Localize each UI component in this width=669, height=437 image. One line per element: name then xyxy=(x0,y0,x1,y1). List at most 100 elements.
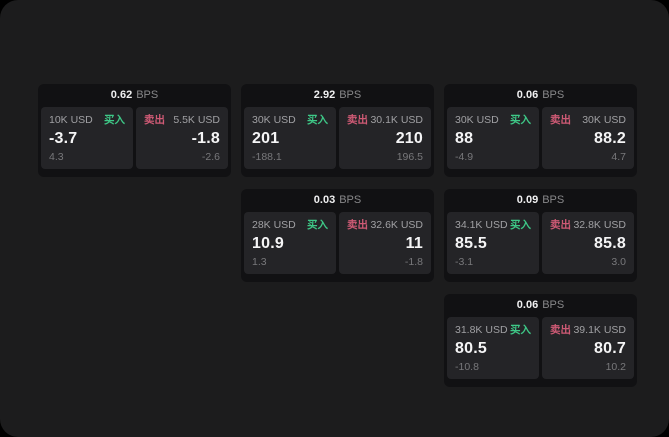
spread-bps-value: 0.03 xyxy=(313,194,336,206)
buy-delta: -10.8 xyxy=(455,360,479,373)
quote-card[interactable]: 0.09 BPS 34.1K USD 买入 85.5 -3.1 卖出 32.8K… xyxy=(444,189,637,282)
sell-panel-top-row: 卖出 5.5K USD xyxy=(144,115,220,126)
buy-side-label: 买入 xyxy=(510,219,531,231)
quote-card[interactable]: 0.03 BPS 28K USD 买入 10.9 1.3 卖出 32.6K US… xyxy=(241,189,434,282)
sell-delta: 10.2 xyxy=(605,360,626,373)
buy-notional: 30K USD xyxy=(455,114,499,126)
sell-panel[interactable]: 卖出 30.1K USD 210 196.5 xyxy=(339,107,431,169)
sell-delta: 196.5 xyxy=(396,150,423,163)
buy-notional: 28K USD xyxy=(252,219,296,231)
buy-panel[interactable]: 34.1K USD 买入 85.5 -3.1 xyxy=(447,212,539,274)
buy-panel-top-row: 28K USD 买入 xyxy=(252,220,328,231)
buy-price: 201 xyxy=(252,129,280,147)
sell-side-label: 卖出 xyxy=(550,324,571,336)
sell-delta: 3.0 xyxy=(611,255,626,268)
sell-side-label: 卖出 xyxy=(550,114,571,126)
sell-panel-top-row: 卖出 30K USD xyxy=(550,115,626,126)
quote-panels: 28K USD 买入 10.9 1.3 卖出 32.6K USD 11 -1.8 xyxy=(241,212,434,282)
sell-side-label: 卖出 xyxy=(347,114,368,126)
buy-panel[interactable]: 31.8K USD 买入 80.5 -10.8 xyxy=(447,317,539,379)
buy-delta: -3.1 xyxy=(455,255,474,268)
bps-unit-label: BPS xyxy=(339,89,362,101)
card-header: 0.09 BPS xyxy=(444,189,637,212)
buy-panel-top-row: 30K USD 买入 xyxy=(252,115,328,126)
sell-side-label: 卖出 xyxy=(550,219,571,231)
buy-panel-top-row: 31.8K USD 买入 xyxy=(455,325,531,336)
buy-notional: 10K USD xyxy=(49,114,93,126)
sell-notional: 5.5K USD xyxy=(173,114,220,126)
buy-delta: -4.9 xyxy=(455,150,474,163)
sell-delta: -1.8 xyxy=(404,255,423,268)
sell-notional: 30K USD xyxy=(582,114,626,126)
buy-price: 85.5 xyxy=(455,234,487,252)
sell-price: 85.8 xyxy=(594,234,626,252)
buy-delta: -188.1 xyxy=(252,150,282,163)
spread-bps-value: 2.92 xyxy=(313,89,336,101)
buy-panel[interactable]: 30K USD 买入 88 -4.9 xyxy=(447,107,539,169)
buy-price: -3.7 xyxy=(49,129,78,147)
buy-side-label: 买入 xyxy=(307,219,328,231)
sell-price: 88.2 xyxy=(594,129,626,147)
bps-unit-label: BPS xyxy=(339,194,362,206)
buy-delta: 1.3 xyxy=(252,255,267,268)
quote-panels: 31.8K USD 买入 80.5 -10.8 卖出 39.1K USD 80.… xyxy=(444,317,637,387)
sell-price: 80.7 xyxy=(594,339,626,357)
quote-card[interactable]: 2.92 BPS 30K USD 买入 201 -188.1 卖出 30.1K … xyxy=(241,84,434,177)
buy-panel[interactable]: 28K USD 买入 10.9 1.3 xyxy=(244,212,336,274)
sell-side-label: 卖出 xyxy=(347,219,368,231)
sell-delta: 4.7 xyxy=(611,150,626,163)
sell-price: 11 xyxy=(405,234,423,252)
buy-panel[interactable]: 10K USD 买入 -3.7 4.3 xyxy=(41,107,133,169)
buy-panel-top-row: 30K USD 买入 xyxy=(455,115,531,126)
card-header: 0.62 BPS xyxy=(38,84,231,107)
sell-panel-top-row: 卖出 39.1K USD xyxy=(550,325,626,336)
buy-panel[interactable]: 30K USD 买入 201 -188.1 xyxy=(244,107,336,169)
sell-side-label: 卖出 xyxy=(144,114,165,126)
buy-price: 88 xyxy=(455,129,474,147)
card-header: 0.06 BPS xyxy=(444,294,637,317)
buy-price: 80.5 xyxy=(455,339,487,357)
sell-panel[interactable]: 卖出 32.6K USD 11 -1.8 xyxy=(339,212,431,274)
buy-panel-top-row: 34.1K USD 买入 xyxy=(455,220,531,231)
buy-notional: 30K USD xyxy=(252,114,296,126)
buy-side-label: 买入 xyxy=(510,324,531,336)
sell-price: 210 xyxy=(395,129,423,147)
sell-panel-top-row: 卖出 30.1K USD xyxy=(347,115,423,126)
sell-notional: 32.8K USD xyxy=(573,219,626,231)
quote-panels: 10K USD 买入 -3.7 4.3 卖出 5.5K USD -1.8 -2.… xyxy=(38,107,231,177)
buy-panel-top-row: 10K USD 买入 xyxy=(49,115,125,126)
sell-price: -1.8 xyxy=(191,129,220,147)
quote-panels: 30K USD 买入 201 -188.1 卖出 30.1K USD 210 1… xyxy=(241,107,434,177)
card-header: 2.92 BPS xyxy=(241,84,434,107)
buy-side-label: 买入 xyxy=(307,114,328,126)
buy-side-label: 买入 xyxy=(104,114,125,126)
quote-card[interactable]: 0.06 BPS 30K USD 买入 88 -4.9 卖出 30K USD 8… xyxy=(444,84,637,177)
sell-panel[interactable]: 卖出 32.8K USD 85.8 3.0 xyxy=(542,212,634,274)
quote-card[interactable]: 0.62 BPS 10K USD 买入 -3.7 4.3 卖出 5.5K USD… xyxy=(38,84,231,177)
sell-panel[interactable]: 卖出 39.1K USD 80.7 10.2 xyxy=(542,317,634,379)
quotes-grid: 0.62 BPS 10K USD 买入 -3.7 4.3 卖出 5.5K USD… xyxy=(38,84,637,387)
card-header: 0.06 BPS xyxy=(444,84,637,107)
quote-panels: 30K USD 买入 88 -4.9 卖出 30K USD 88.2 4.7 xyxy=(444,107,637,177)
sell-notional: 39.1K USD xyxy=(573,324,626,336)
quote-card[interactable]: 0.06 BPS 31.8K USD 买入 80.5 -10.8 卖出 39.1… xyxy=(444,294,637,387)
sell-notional: 32.6K USD xyxy=(370,219,423,231)
bps-unit-label: BPS xyxy=(542,194,565,206)
buy-notional: 31.8K USD xyxy=(455,324,508,336)
card-header: 0.03 BPS xyxy=(241,189,434,212)
bps-unit-label: BPS xyxy=(542,299,565,311)
sell-delta: -2.6 xyxy=(201,150,220,163)
buy-price: 10.9 xyxy=(252,234,284,252)
spread-bps-value: 0.62 xyxy=(110,89,133,101)
sell-panel[interactable]: 卖出 30K USD 88.2 4.7 xyxy=(542,107,634,169)
spread-bps-value: 0.09 xyxy=(516,194,539,206)
quote-panels: 34.1K USD 买入 85.5 -3.1 卖出 32.8K USD 85.8… xyxy=(444,212,637,282)
spread-bps-value: 0.06 xyxy=(516,89,539,101)
sell-panel-top-row: 卖出 32.6K USD xyxy=(347,220,423,231)
sell-notional: 30.1K USD xyxy=(370,114,423,126)
sell-panel[interactable]: 卖出 5.5K USD -1.8 -2.6 xyxy=(136,107,228,169)
sell-panel-top-row: 卖出 32.8K USD xyxy=(550,220,626,231)
buy-notional: 34.1K USD xyxy=(455,219,508,231)
bps-unit-label: BPS xyxy=(542,89,565,101)
